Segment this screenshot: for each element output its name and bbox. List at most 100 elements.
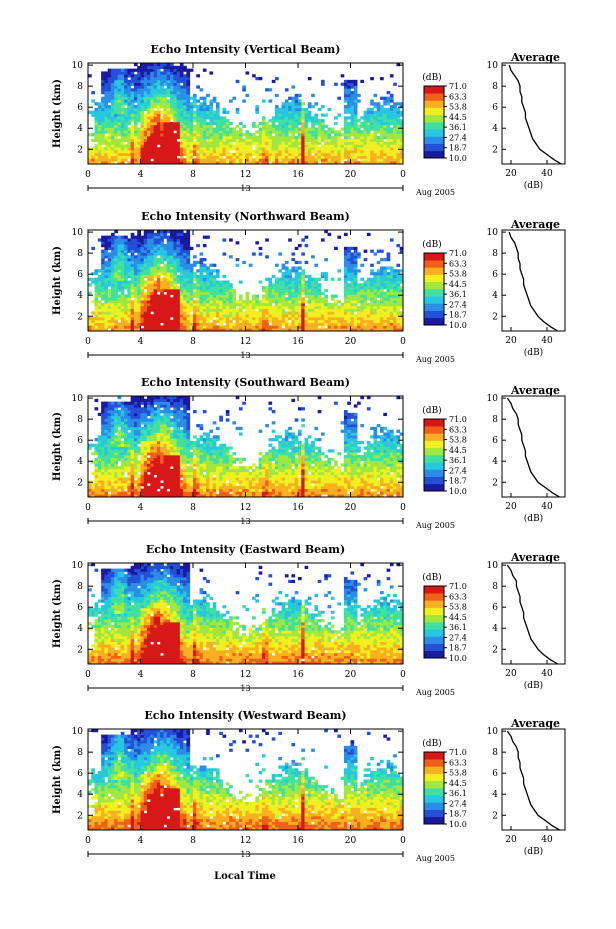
heatmap-cell xyxy=(117,91,122,95)
heatmap-cell xyxy=(389,328,394,332)
heatmap-cell xyxy=(140,272,145,276)
heatmap-cell xyxy=(353,272,358,276)
heatmap-cell xyxy=(301,158,305,162)
heatmap-cell xyxy=(94,110,99,114)
heatmap-cell xyxy=(170,252,174,256)
heatmap-cell xyxy=(311,286,315,290)
colorbar-swatch xyxy=(424,260,444,268)
heatmap-cell xyxy=(383,144,387,148)
heatmap-cell xyxy=(215,308,220,312)
heatmap-cell xyxy=(196,314,200,318)
heatmap-cell xyxy=(140,161,145,165)
heatmap-cell xyxy=(343,266,348,270)
heatmap-cell xyxy=(209,152,214,156)
heatmap-cell xyxy=(179,93,184,98)
heatmap-cell xyxy=(206,121,210,126)
heatmap-cell xyxy=(353,161,358,165)
heatmap-cell xyxy=(317,316,322,321)
heatmap-cell xyxy=(163,316,168,321)
heatmap-cell xyxy=(347,158,351,162)
heatmap-cell xyxy=(271,328,276,332)
heatmap-cell xyxy=(380,113,384,117)
heatmap-cell xyxy=(91,300,95,304)
heatmap-cell xyxy=(320,135,325,140)
colorbar-swatch xyxy=(424,274,444,283)
heatmap-cell xyxy=(353,88,358,92)
heatmap-cell xyxy=(383,158,387,162)
heatmap-cell xyxy=(114,238,118,242)
heatmap-cell xyxy=(166,302,171,307)
heatmap-cell xyxy=(265,158,269,162)
heatmap-cell xyxy=(307,300,312,304)
heatmap-cell xyxy=(373,286,378,290)
heatmap-cell xyxy=(189,316,194,321)
heatmap-cell xyxy=(186,288,191,293)
heatmap-cell xyxy=(199,144,204,148)
heatmap-cell xyxy=(133,116,138,120)
heatmap-cell xyxy=(166,249,171,253)
heatmap-cell xyxy=(258,252,263,256)
heatmap-cell xyxy=(258,121,263,126)
heatmap-cell xyxy=(340,308,345,312)
heatmap-cell xyxy=(261,116,266,120)
heatmap-cell xyxy=(147,149,151,154)
heatmap-cell xyxy=(133,110,138,114)
heatmap-cell xyxy=(153,288,158,293)
heatmap-cell xyxy=(150,155,155,159)
heatmap-cell xyxy=(179,319,184,323)
heatmap-cell xyxy=(94,294,99,298)
heatmap-cell xyxy=(222,280,227,284)
heatmap-cell xyxy=(124,325,128,329)
heatmap-cell xyxy=(101,446,105,450)
heatmap-cell xyxy=(242,316,246,321)
heatmap-cell xyxy=(117,322,122,326)
heatmap-cell xyxy=(104,322,109,326)
heatmap-cell xyxy=(357,283,361,287)
heatmap-cell xyxy=(156,68,161,72)
heatmap-cell xyxy=(298,161,302,165)
heatmap-cell xyxy=(130,124,135,128)
heatmap-cell xyxy=(179,286,184,290)
heatmap-cell xyxy=(288,311,292,315)
heatmap-cell xyxy=(373,308,378,312)
x-tick-label: 0 xyxy=(400,170,406,180)
heatmap-cell xyxy=(343,152,348,156)
heatmap-cell xyxy=(186,235,191,239)
x-tick-label: 8 xyxy=(190,170,196,180)
heatmap-cell xyxy=(278,144,282,148)
heatmap-cell xyxy=(120,454,125,459)
heatmap-cell xyxy=(376,322,381,326)
heatmap-cell xyxy=(307,138,312,142)
heatmap-cell xyxy=(186,158,191,162)
heatmap-cell xyxy=(91,316,95,321)
heatmap-cell xyxy=(202,311,207,315)
heatmap-cell xyxy=(380,294,384,298)
heatmap-cell xyxy=(160,88,164,92)
heatmap-cell xyxy=(288,135,292,140)
heatmap-cell xyxy=(153,311,158,315)
heatmap-cell xyxy=(101,244,105,248)
heatmap-cell xyxy=(343,110,348,114)
heatmap-cells xyxy=(88,230,404,332)
heatmap-cell xyxy=(133,105,138,109)
heatmap-cell xyxy=(229,152,233,156)
heatmap-cell xyxy=(183,266,187,270)
heatmap-cell xyxy=(252,161,256,165)
average-y-tick-label: 10 xyxy=(487,61,499,71)
heatmap-cell xyxy=(202,144,207,148)
heatmap-cell xyxy=(320,272,325,276)
heatmap-cell xyxy=(186,249,191,253)
heatmap-cell xyxy=(189,280,194,284)
heatmap-cell xyxy=(206,107,210,112)
heatmap-cell xyxy=(173,133,177,137)
heatmap-cell xyxy=(275,288,279,293)
heatmap-cell xyxy=(301,302,305,307)
heatmap-cell xyxy=(173,311,177,315)
heatmap-cell xyxy=(150,135,155,140)
heatmap-cell xyxy=(104,96,109,100)
heatmap-cell xyxy=(380,249,384,253)
heatmap-cell xyxy=(170,272,174,276)
heatmap-cell xyxy=(291,133,296,137)
heatmap-cell xyxy=(110,305,115,309)
heatmap-cell xyxy=(343,322,348,326)
